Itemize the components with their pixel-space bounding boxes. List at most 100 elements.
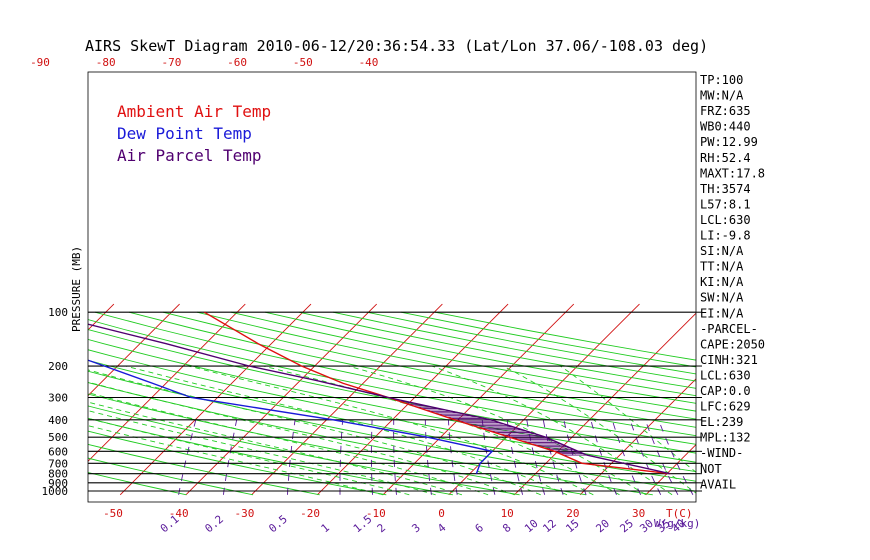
mixing-ratio-unit-label: W(g/kg)	[654, 517, 700, 530]
top-temp-tick-label: -40	[359, 56, 379, 69]
dry-adiabat-line	[298, 311, 696, 389]
bottom-temp-tick-label: 20	[566, 507, 579, 520]
plot-frame	[87, 71, 697, 503]
parcel-temp-line	[88, 323, 671, 475]
bottom-temp-tick-label: -30	[234, 507, 254, 520]
cape-hatch	[391, 398, 587, 456]
mixing-ratio-line	[178, 419, 197, 495]
dry-adiabat-line	[88, 417, 453, 496]
mixing-ratio-line	[563, 419, 587, 495]
index-line: SI:N/A	[700, 244, 744, 258]
isotherm-line	[777, 304, 870, 495]
moist-adiabat-line	[560, 365, 696, 473]
ambient-temp-line	[203, 311, 671, 475]
y-axis-label: PRESSURE (MB)	[70, 246, 83, 332]
index-line: EL:239	[700, 415, 743, 429]
index-line: CINH:321	[700, 353, 758, 367]
legend-item: Dew Point Temp	[117, 124, 252, 143]
bottom-temp-tick-label: -40	[169, 507, 189, 520]
dewpoint-line	[88, 359, 494, 474]
dry-adiabat-line	[88, 370, 696, 492]
index-line: LCL:630	[700, 213, 751, 227]
index-line: WB0:440	[700, 120, 751, 134]
index-line: MPL:132	[700, 431, 751, 445]
mixing-ratio-line	[424, 419, 432, 495]
bottom-temp-tick-label: -20	[300, 507, 320, 520]
top-temp-tick-label: -80	[96, 56, 116, 69]
dry-adiabat-line	[88, 393, 587, 496]
mixing-ratio-line	[370, 419, 373, 495]
mixing-ratio-tick-label: 1	[319, 521, 332, 535]
mixing-ratio-tick-label: 2	[375, 521, 388, 535]
mixing-ratio-line	[481, 419, 496, 495]
index-line: NOT	[700, 462, 722, 476]
bottom-temp-tick-label: -10	[366, 507, 386, 520]
moist-adiabat-line	[88, 417, 410, 496]
dry-adiabat-line	[88, 457, 254, 496]
moist-adiabat-line	[88, 425, 384, 496]
mixing-ratio-line	[393, 419, 397, 495]
isotherm-line	[88, 303, 180, 397]
index-line: PW:12.99	[700, 135, 758, 149]
pressure-tick-label: 1000	[42, 485, 69, 498]
bottom-temp-tick-label: 0	[438, 507, 445, 520]
dry-adiabat-line	[88, 405, 520, 496]
legend-item: Air Parcel Temp	[117, 146, 262, 165]
index-line: -WIND-	[700, 446, 743, 460]
index-line: TT:N/A	[700, 260, 744, 274]
moist-adiabat-line	[263, 365, 620, 496]
moist-adiabat-line	[88, 410, 436, 496]
mixing-ratio-line	[447, 419, 458, 495]
index-line: L57:8.1	[700, 197, 751, 211]
dry-adiabat-line	[196, 311, 696, 412]
isobars	[88, 311, 702, 492]
index-line: SW:N/A	[700, 291, 744, 305]
top-temp-tick-label: -90	[30, 56, 50, 69]
dry-adiabat-line	[88, 338, 696, 463]
bottom-temp-tick-label: 30	[632, 507, 645, 520]
moist-adiabat-line	[88, 369, 541, 496]
dry-adiabat-line	[400, 311, 696, 368]
mixing-ratio-tick-label: 3	[409, 521, 422, 535]
mixing-ratio-tick-label: 0.5	[266, 513, 290, 536]
temp-unit-label: T(C)	[666, 507, 693, 520]
profiles	[88, 311, 671, 475]
moist-adiabat-line	[88, 401, 463, 496]
index-line: TP:100	[700, 73, 743, 87]
index-line: RH:52.4	[700, 151, 751, 165]
mixing-ratio-line	[222, 419, 238, 495]
index-line: LFC:629	[700, 400, 751, 414]
index-line: TH:3574	[700, 182, 751, 196]
pressure-tick-label: 200	[48, 360, 68, 373]
top-temp-tick-label: -50	[293, 56, 313, 69]
dry-adiabat-line	[88, 443, 320, 496]
index-line: KI:N/A	[700, 275, 744, 289]
legend: Ambient Air Temp Dew Point Temp Air Parcel…	[117, 102, 271, 165]
moist-adiabat-line	[431, 365, 673, 496]
dry-adiabat-line	[88, 329, 696, 454]
dry-adiabat-line	[94, 311, 696, 437]
isotherm-line	[251, 303, 443, 496]
index-line: CAP:0.0	[700, 384, 751, 398]
chart-title: AIRS SkewT Diagram 2010-06-12/20:36:54.3…	[85, 37, 708, 55]
index-line: FRZ:635	[700, 104, 751, 118]
bottom-temp-tick-label: 10	[501, 507, 514, 520]
mixing-ratio-line	[339, 419, 344, 495]
moist-adiabat-line	[502, 365, 696, 494]
dry-adiabat-line	[88, 430, 387, 496]
moist-adiabat-line	[188, 365, 594, 496]
isotherm-line	[382, 303, 575, 496]
pressure-tick-label: 300	[48, 392, 68, 405]
pressure-tick-label: 600	[48, 445, 68, 458]
moist-adiabat-line	[88, 392, 489, 496]
index-line: AVAIL	[700, 477, 736, 491]
pressure-tick-label: 400	[48, 414, 68, 427]
dry-adiabat-line	[88, 472, 187, 496]
pressure-tick-label: 100	[48, 306, 68, 319]
index-line: MAXT:17.8	[700, 166, 765, 180]
mixing-ratio-tick-label: 6	[473, 521, 486, 535]
pressure-tick-label: 500	[48, 431, 68, 444]
dry-adiabat-line	[128, 311, 696, 428]
mixing-ratio-tick-label: 8	[500, 521, 513, 535]
